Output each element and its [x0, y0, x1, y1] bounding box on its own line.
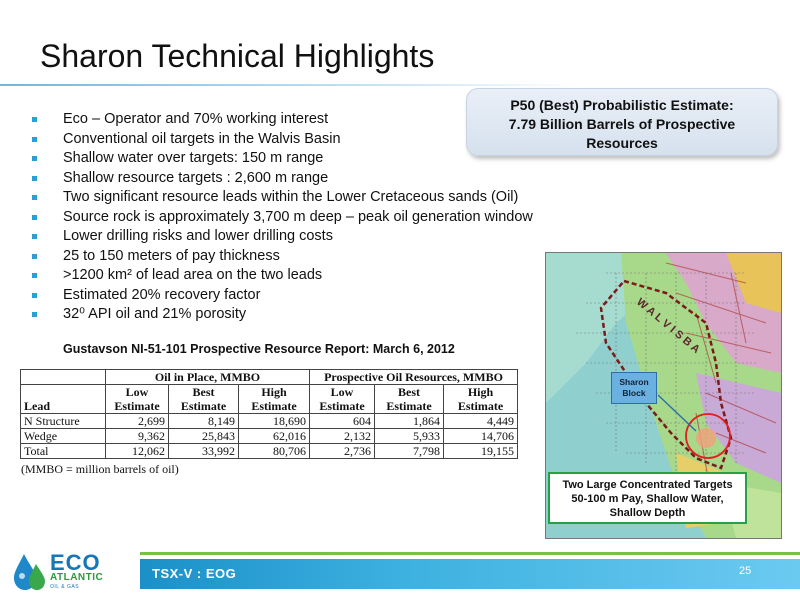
page-number: 25: [739, 565, 752, 577]
logo-text-eco: ECO: [50, 550, 101, 575]
value-cell: 33,992: [168, 443, 239, 459]
value-cell: 2,736: [309, 443, 375, 459]
slide-title: Sharon Technical Highlights: [40, 38, 435, 74]
bullet-text: Conventional oil targets in the Walvis B…: [63, 130, 341, 147]
bullet-square-icon: [32, 312, 37, 317]
bullet-square-icon: [32, 273, 37, 278]
bullet-item: Source rock is approximately 3,700 m dee…: [30, 208, 533, 228]
bullet-square-icon: [32, 214, 37, 220]
block-pointer-line: [657, 394, 697, 432]
column-header: Low Estimate: [105, 384, 169, 414]
logo-text-oil-gas: OIL & GAS: [50, 584, 80, 590]
bullet-item: Lower drilling risks and lower drilling …: [30, 227, 533, 247]
bullet-square-icon: [32, 234, 37, 239]
value-cell: 14,706: [443, 428, 518, 444]
bullet-item: Two significant resource leads within th…: [30, 188, 533, 208]
table-column-header-row: Lead Low Estimate Best Estimate High Estima…: [20, 384, 518, 414]
bullet-item: Conventional oil targets in the Walvis B…: [30, 130, 533, 150]
bullet-square-icon: [32, 175, 37, 181]
value-cell: 12,062: [105, 443, 169, 459]
value-cell: 9,362: [105, 428, 169, 444]
title-divider: [0, 84, 580, 86]
value-cell: 8,149: [168, 413, 239, 429]
value-cell: 604: [309, 413, 375, 429]
footer-bar: [140, 559, 800, 589]
bullet-text: Shallow resource targets : 2,600 m range: [63, 169, 329, 186]
bullet-item: Shallow resource targets : 2,600 m range: [30, 169, 533, 189]
table-footnote: (MMBO = million barrels of oil): [21, 462, 179, 476]
bullet-square-icon: [32, 253, 37, 259]
droplet-logo-icon: [14, 554, 45, 590]
p50-estimate-callout: P50 (Best) Probabilistic Estimate: 7.79 …: [466, 88, 778, 156]
bullet-item: Estimated 20% recovery factor: [30, 286, 533, 306]
stock-ticker: TSX-V : EOG: [152, 566, 237, 581]
table-group-header-row: Oil in Place, MMBO Prospective Oil Resou…: [20, 369, 518, 385]
bullet-text: Lower drilling risks and lower drilling …: [63, 228, 333, 244]
targets-line-3: Shallow Depth: [609, 507, 686, 519]
table-row: Total 12,062 33,992 80,706 2,736 7,798 1…: [20, 443, 518, 459]
bullet-text: Estimated 20% recovery factor: [63, 286, 261, 303]
bullet-item: >1200 km² of lead area on the two leads: [30, 266, 533, 286]
bullet-item: 32⁰ API oil and 21% porosity: [30, 305, 533, 325]
report-title: Gustavson NI-51-101 Prospective Resource…: [63, 342, 455, 356]
value-cell: 4,449: [443, 413, 518, 429]
value-cell: 80,706: [238, 443, 310, 459]
bullet-text: 25 to 150 meters of pay thickness: [63, 247, 280, 264]
resource-table: Oil in Place, MMBO Prospective Oil Resou…: [20, 369, 518, 459]
bullet-square-icon: [32, 136, 37, 142]
targets-callout: Two Large Concentrated Targets 50-100 m …: [548, 472, 747, 524]
bullet-item: 25 to 150 meters of pay thickness: [30, 247, 533, 267]
value-cell: 1,864: [374, 413, 444, 429]
bullet-square-icon: [32, 156, 37, 161]
column-header: Best Estimate: [168, 384, 239, 414]
lead-cell: N Structure: [20, 413, 106, 429]
bullet-item: Shallow water over targets: 150 m range: [30, 149, 533, 169]
column-header: Low Estimate: [309, 384, 375, 414]
value-cell: 19,155: [443, 443, 518, 459]
callout-line-2: 7.79 Billion Barrels of Prospective: [508, 116, 736, 132]
value-cell: 5,933: [374, 428, 444, 444]
lead-header: Lead: [20, 384, 106, 414]
bullet-square-icon: [32, 195, 37, 200]
highlights-list: Eco – Operator and 70% working interest …: [30, 110, 533, 325]
table-corner-cell: [20, 369, 106, 385]
bullet-text: Source rock is approximately 3,700 m dee…: [63, 208, 533, 225]
logo-text-atlantic: ATLANTIC: [50, 572, 104, 583]
prospective-resources-header: Prospective Oil Resources, MMBO: [309, 369, 518, 385]
eco-atlantic-logo: ECO ATLANTIC OIL & GAS: [12, 550, 137, 596]
column-header: High Estimate: [238, 384, 310, 414]
column-header: High Estimate: [443, 384, 518, 414]
oil-in-place-header: Oil in Place, MMBO: [105, 369, 310, 385]
value-cell: 62,016: [238, 428, 310, 444]
lead-cell: Wedge: [20, 428, 106, 444]
value-cell: 2,699: [105, 413, 169, 429]
value-cell: 7,798: [374, 443, 444, 459]
callout-line-1: P50 (Best) Probabilistic Estimate:: [510, 97, 734, 113]
value-cell: 25,843: [168, 428, 239, 444]
value-cell: 18,690: [238, 413, 310, 429]
bullet-item: Eco – Operator and 70% working interest: [30, 110, 533, 130]
targets-line-1: Two Large Concentrated Targets: [562, 479, 733, 491]
bullet-text: Two significant resource leads within th…: [63, 189, 519, 205]
sharon-block-label: Sharon Block: [611, 372, 657, 404]
lead-cell: Total: [20, 443, 106, 459]
targets-line-2: 50-100 m Pay, Shallow Water,: [571, 493, 724, 505]
value-cell: 2,132: [309, 428, 375, 444]
bullet-text: Eco – Operator and 70% working interest: [63, 111, 329, 127]
bullet-text: >1200 km² of lead area on the two leads: [63, 267, 323, 283]
bullet-square-icon: [32, 117, 37, 122]
bullet-text: 32⁰ API oil and 21% porosity: [63, 306, 247, 322]
callout-line-3: Resources: [586, 135, 658, 151]
bullet-square-icon: [32, 292, 37, 298]
column-header: Best Estimate: [374, 384, 444, 414]
table-row: Wedge 9,362 25,843 62,016 2,132 5,933 14…: [20, 428, 518, 444]
bullet-text: Shallow water over targets: 150 m range: [63, 150, 324, 166]
footer-accent-line: [140, 552, 800, 555]
table-row: N Structure 2,699 8,149 18,690 604 1,864…: [20, 413, 518, 429]
